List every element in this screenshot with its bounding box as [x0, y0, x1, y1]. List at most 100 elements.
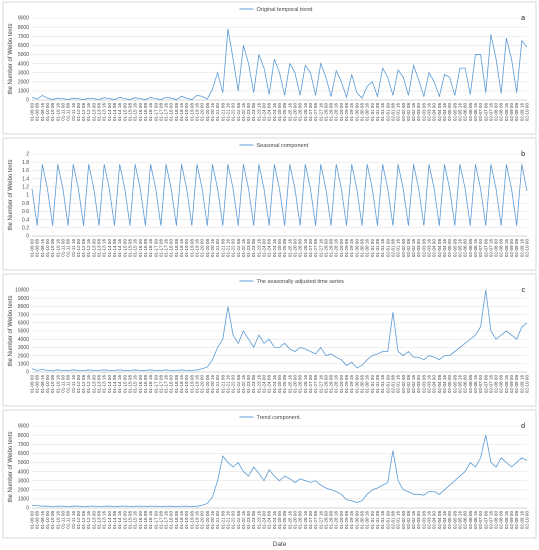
- x-tick-label: 01-31 08: [375, 375, 380, 394]
- x-tick-label: 02-08 00: [494, 103, 499, 122]
- x-tick-label: 01-17 16: [164, 375, 169, 394]
- x-tick-label: 02-04 16: [442, 511, 447, 530]
- x-tick-label: 02-01 16: [396, 239, 401, 258]
- x-tick-label: 01-30 16: [365, 239, 370, 258]
- x-tick-label: 02-09 16: [519, 103, 524, 122]
- x-tick-label: 02-04 16: [442, 103, 447, 122]
- x-tick-label: 01-24 00: [262, 103, 267, 122]
- x-tick-label: 01-24 16: [272, 375, 277, 394]
- x-tick-label: 01-16 08: [143, 511, 148, 530]
- y-tick-label: 9000: [18, 424, 29, 430]
- x-tick-label: 01-09 08: [35, 103, 40, 122]
- y-tick-label: 6000: [18, 321, 29, 327]
- x-tick-label: 02-06 08: [468, 511, 473, 530]
- x-tick-label: 01-09 08: [35, 239, 40, 258]
- x-tick-label: 02-06 16: [473, 239, 478, 258]
- x-tick-label: 01-13 08: [97, 375, 102, 394]
- x-tick-label: 01-21 16: [225, 375, 230, 394]
- x-tick-label: 01-29 16: [349, 239, 354, 258]
- x-tick-label: 02-06 16: [473, 511, 478, 530]
- x-tick-label: 01-11 16: [71, 103, 76, 121]
- x-tick-label: 02-01 16: [396, 511, 401, 530]
- x-tick-label: 02-08 08: [499, 103, 504, 122]
- x-tick-label: 01-19 00: [184, 239, 189, 258]
- x-tick-label: 01-23 16: [256, 103, 261, 122]
- x-tick-label: 01-17 16: [164, 103, 169, 122]
- x-tick-label: 02-02 16: [411, 375, 416, 394]
- x-tick-label: 02-06 00: [463, 511, 468, 530]
- x-tick-label: 01-28 16: [334, 375, 339, 394]
- x-tick-label: 02-05 16: [457, 103, 462, 122]
- x-tick-label: 01-22 16: [241, 103, 246, 122]
- x-tick-label: 02-09 16: [519, 239, 524, 258]
- x-tick-label: 02-03 08: [421, 511, 426, 530]
- x-tick-label: 02-09 16: [519, 511, 524, 530]
- x-tick-label: 02-02 00: [401, 103, 406, 122]
- x-tick-label: 01-24 16: [272, 103, 277, 122]
- x-tick-label: 01-21 00: [215, 375, 220, 394]
- x-tick-label: 01-13 00: [91, 239, 96, 258]
- y-tick-label: 1000: [18, 497, 29, 503]
- x-tick-label: 02-07 16: [488, 375, 493, 394]
- x-tick-label: 01-09 16: [40, 375, 45, 394]
- x-tick-label: 01-11 08: [66, 375, 71, 393]
- x-tick-label: 02-10 00: [525, 103, 530, 122]
- x-tick-label: 01-27 16: [318, 511, 323, 530]
- x-tick-label: 01-22 08: [236, 375, 241, 394]
- x-tick-label: 01-15 00: [122, 511, 127, 530]
- x-tick-label: 02-07 00: [478, 239, 483, 258]
- x-tick-label: 02-06 16: [473, 375, 478, 394]
- x-tick-label: 02-05 00: [447, 239, 452, 258]
- x-tick-label: 01-13 16: [102, 375, 107, 394]
- x-tick-label: 01-30 00: [354, 511, 359, 530]
- x-tick-label: 02-05 08: [452, 103, 457, 122]
- x-tick-label: 01-22 08: [236, 103, 241, 122]
- x-tick-label: 02-04 16: [442, 375, 447, 394]
- x-tick-label: 01-31 08: [375, 239, 380, 258]
- x-tick-label: 01-17 00: [153, 375, 158, 394]
- x-tick-label: 02-04 16: [442, 239, 447, 258]
- x-tick-label: 01-11 00: [60, 103, 65, 121]
- x-tick-label: 01-10 16: [55, 103, 60, 122]
- x-tick-label: 02-02 08: [406, 103, 411, 122]
- x-tick-label: 01-14 00: [107, 103, 112, 122]
- y-tick-label: 0: [26, 506, 29, 512]
- x-tick-label: 01-12 00: [76, 375, 81, 394]
- x-tick-label: 01-18 00: [169, 239, 174, 258]
- y-tick-label: 9000: [18, 16, 29, 22]
- x-tick-label: 01-23 16: [256, 375, 261, 394]
- x-tick-label: 02-04 00: [432, 375, 437, 394]
- x-tick-label: 01-09 08: [35, 375, 40, 394]
- x-tick-label: 01-25 00: [277, 239, 282, 258]
- x-tick-label: 01-16 00: [138, 511, 143, 530]
- x-tick-label: 01-09 00: [30, 511, 35, 530]
- y-tick-label: 3000: [18, 70, 29, 76]
- x-tick-label: 01-16 16: [148, 239, 153, 258]
- x-tick-label: 01-23 08: [251, 103, 256, 122]
- x-tick-label: 02-10 00: [525, 239, 530, 258]
- x-tick-label: 02-08 16: [504, 375, 509, 394]
- y-tick-label: 0.8: [22, 201, 29, 207]
- x-tick-label: 01-22 16: [241, 375, 246, 394]
- panel-letter: c: [522, 287, 526, 294]
- x-tick-label: 02-05 08: [452, 239, 457, 258]
- x-tick-label: 01-10 08: [50, 511, 55, 530]
- x-tick-label: 01-15 00: [122, 239, 127, 258]
- x-tick-label: 01-31 16: [380, 511, 385, 530]
- x-tick-label: 02-07 08: [483, 239, 488, 258]
- x-tick-label: 01-25 16: [287, 239, 292, 258]
- y-tick-label: 8000: [18, 433, 29, 439]
- x-tick-label: 02-03 00: [416, 375, 421, 394]
- x-tick-label: 01-26 00: [292, 103, 297, 122]
- y-tick-label: 10000: [15, 288, 29, 294]
- x-tick-label: 01-19 08: [189, 239, 194, 258]
- x-tick-label: 01-13 16: [102, 511, 107, 530]
- x-tick-label: 01-18 16: [179, 239, 184, 258]
- x-tick-label: 01-25 00: [277, 511, 282, 530]
- x-tick-label: 01-28 00: [323, 103, 328, 122]
- x-tick-label: 01-20 00: [200, 239, 205, 258]
- x-tick-label: 02-09 00: [509, 103, 514, 122]
- x-tick-label: 01-11 00: [60, 375, 65, 393]
- y-axis-label: the Number of Weibo texts: [8, 160, 14, 231]
- x-tick-label: 01-31 00: [370, 103, 375, 122]
